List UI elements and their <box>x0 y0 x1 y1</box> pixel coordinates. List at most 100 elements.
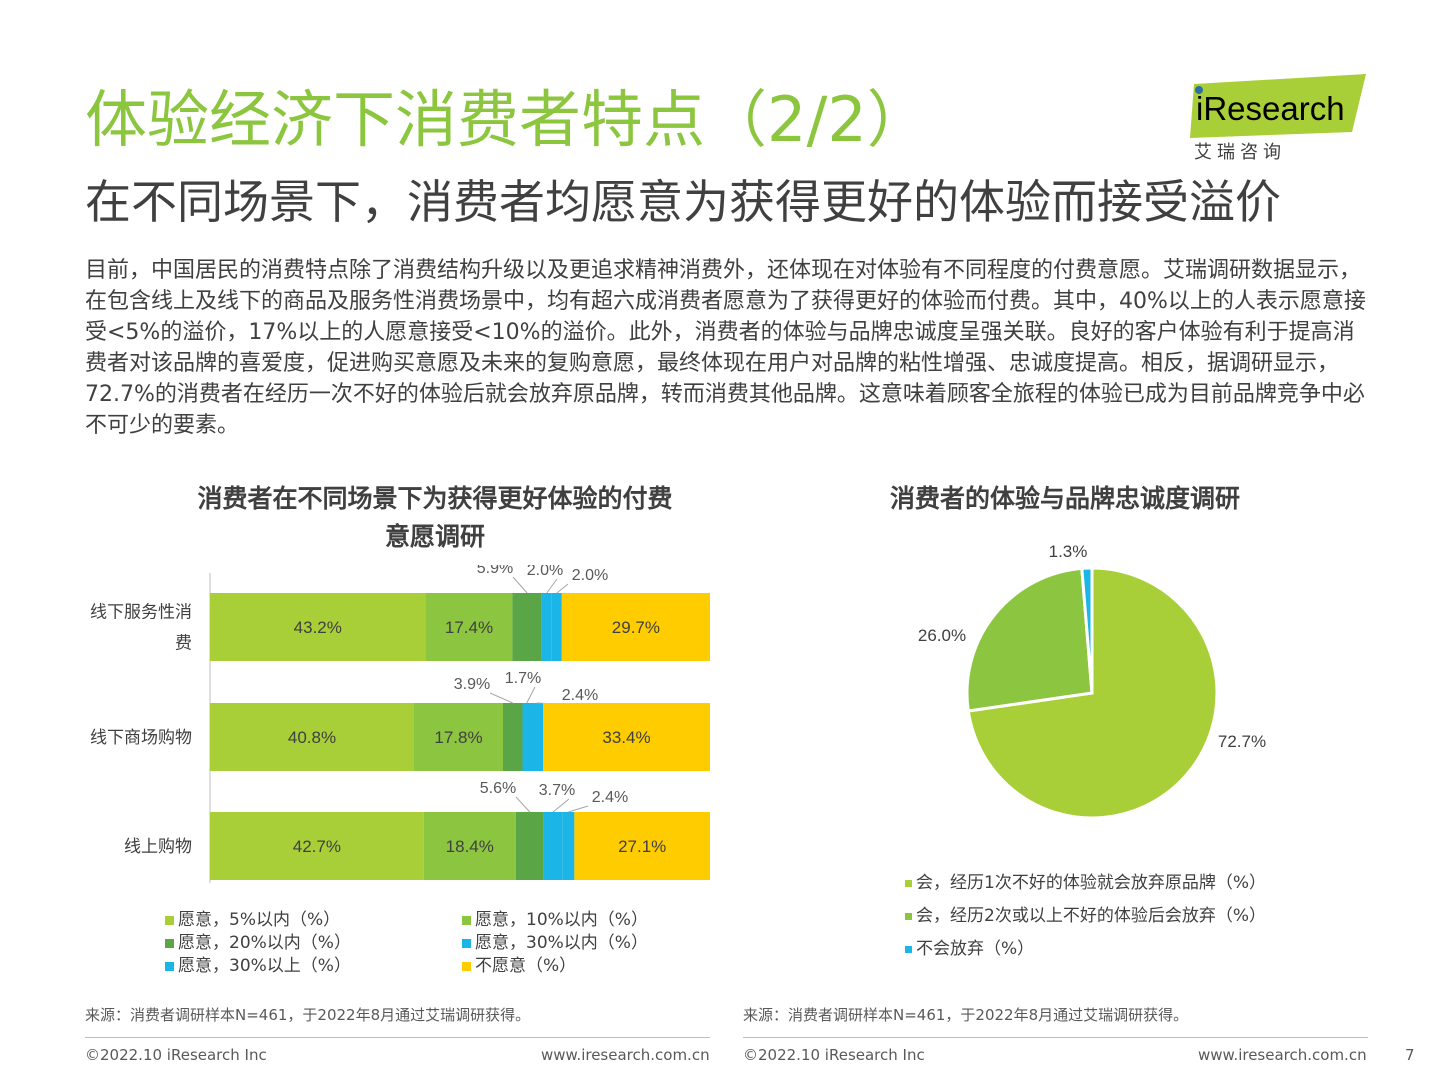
bar-segment <box>414 703 503 771</box>
category-label: 费 <box>175 634 192 653</box>
footer-copyright-left: ©2022.10 iResearch Inc <box>85 1046 267 1064</box>
data-label: 5.6% <box>480 780 516 797</box>
bar-segment <box>562 812 575 880</box>
category-label: 线下服务性消 <box>90 603 192 622</box>
pie-chart: 72.7% 26.0% 1.3% <box>918 542 1266 820</box>
legend-item-p3: 不会放弃（%） <box>905 934 1034 959</box>
page-title: 体验经济下消费者特点（2/2） <box>85 83 929 156</box>
legend-label: 会，经历2次或以上不好的体验后会放弃（%） <box>916 906 1266 926</box>
bar-segment <box>551 593 562 661</box>
data-label: 2.0% <box>527 565 563 579</box>
leader-line <box>568 805 589 813</box>
data-label: 17.4% <box>445 618 493 637</box>
leader-line <box>515 796 531 813</box>
source-note-right: 来源：消费者调研样本N=461，于2022年8月通过艾瑞调研获得。 <box>743 1006 1189 1024</box>
leader-line <box>552 798 570 813</box>
page-subtitle: 在不同场景下，消费者均愿意为获得更好的体验而接受溢价 <box>85 175 1281 229</box>
legend-item-s3: 愿意，20%以内（%） <box>165 928 351 953</box>
data-label: 1.7% <box>505 670 541 687</box>
legend-label: 会，经历1次不好的体验就会放弃原品牌（%） <box>916 873 1266 893</box>
legend-label: 不会放弃（%） <box>916 939 1035 959</box>
leader-line <box>556 583 569 594</box>
data-label: 2.4% <box>562 687 598 704</box>
slice-label: 1.3% <box>1049 542 1088 561</box>
logo-graphic: iResearch 艾 瑞 咨 询 <box>1190 74 1366 162</box>
data-label: 27.1% <box>618 837 666 856</box>
source-note-left: 来源：消费者调研样本N=461，于2022年8月通过艾瑞调研获得。 <box>85 1006 531 1024</box>
data-label: 40.8% <box>288 728 336 747</box>
footer-divider-right <box>743 1037 1368 1038</box>
data-label: 42.7% <box>293 837 341 856</box>
bar-chart-title-line1: 消费者在不同场景下为获得更好体验的付费 <box>197 484 673 513</box>
data-label: 3.9% <box>454 676 490 693</box>
legend-swatch <box>165 938 174 948</box>
legend-swatch <box>905 912 912 920</box>
footer-url-left: www.iresearch.com.cn <box>541 1046 710 1064</box>
bar-segment <box>543 703 710 771</box>
legend-swatch <box>462 961 471 971</box>
legend-item-s1: 愿意，5%以内（%） <box>165 905 340 930</box>
bar-chart-legend: 愿意，5%以内（%） 愿意，10%以内（%） 愿意，20%以内（%） 愿意，30… <box>165 905 725 980</box>
bar-segment <box>543 812 563 880</box>
legend-item-s6: 不愿意（%） <box>462 951 576 976</box>
leader-line <box>512 576 528 594</box>
legend-label: 愿意，20%以内（%） <box>178 933 351 953</box>
footer-url-right: www.iresearch.com.cn <box>1198 1046 1367 1064</box>
legend-swatch <box>905 945 912 953</box>
bar-chart-title-line2: 意愿调研 <box>384 522 485 551</box>
legend-swatch <box>462 915 471 925</box>
legend-label: 愿意，30%以内（%） <box>475 933 648 953</box>
legend-label: 愿意，30%以上（%） <box>178 956 351 976</box>
leader-line <box>546 578 558 594</box>
legend-swatch <box>165 961 174 971</box>
bar-segment <box>522 703 531 771</box>
bar-chart-title: 消费者在不同场景下为获得更好体验的付费 意愿调研 <box>130 480 740 556</box>
footer-divider-left <box>85 1037 710 1038</box>
footer-copyright-right: ©2022.10 iResearch Inc <box>743 1046 925 1064</box>
data-label: 17.8% <box>434 728 482 747</box>
legend-item-s5: 愿意，30%以上（%） <box>165 951 351 976</box>
bar-segment <box>210 812 424 880</box>
legend-swatch <box>165 915 174 925</box>
pie-chart-title: 消费者的体验与品牌忠诚度调研 <box>889 484 1240 513</box>
bar-segment <box>210 703 414 771</box>
legend-label: 愿意，10%以内（%） <box>475 910 648 930</box>
category-label: 线下商场购物 <box>90 728 192 747</box>
bar-segment <box>425 593 513 661</box>
body-paragraph: 目前，中国居民的消费特点除了消费结构升级以及更追求精神消费外，还体现在对体验有不… <box>85 258 1366 438</box>
bar-segment <box>531 703 543 771</box>
slice-label: 72.7% <box>1218 732 1266 751</box>
data-label: 29.7% <box>612 618 660 637</box>
leader-line <box>526 686 536 704</box>
logo-tagline: 艾 瑞 咨 询 <box>1194 142 1281 162</box>
leader-line <box>489 692 513 704</box>
legend-item-p2: 会，经历2次或以上不好的体验后会放弃（%） <box>905 901 1266 926</box>
bar-segment <box>515 812 544 880</box>
legend-item-p1: 会，经历1次不好的体验就会放弃原品牌（%） <box>905 868 1266 893</box>
pie-slice <box>1080 566 1094 694</box>
logo-wordmark: iResearch <box>1196 90 1345 127</box>
data-label: 5.9% <box>477 565 513 577</box>
pie-slice <box>965 566 1094 713</box>
bar-segment <box>423 812 516 880</box>
legend-item-s2: 愿意，10%以内（%） <box>462 905 648 930</box>
page-number: 7 <box>1405 1046 1415 1064</box>
bar-segment <box>210 593 426 661</box>
iresearch-logo: iResearch 艾 瑞 咨 询 <box>1190 74 1368 164</box>
data-label: 2.0% <box>572 567 608 584</box>
bar-segment <box>503 703 523 771</box>
legend-swatch <box>462 938 471 948</box>
data-label: 18.4% <box>446 837 494 856</box>
data-label: 43.2% <box>294 618 342 637</box>
bar-segment <box>574 812 710 880</box>
logo-parallelogram <box>1190 74 1366 138</box>
data-label: 3.7% <box>539 782 575 799</box>
pie-chart-legend: 会，经历1次不好的体验就会放弃原品牌（%） 会，经历2次或以上不好的体验后会放弃… <box>905 868 1365 968</box>
legend-label: 不愿意（%） <box>475 956 577 976</box>
data-label: 33.4% <box>602 728 650 747</box>
legend-label: 愿意，5%以内（%） <box>178 910 341 930</box>
bar-segment <box>561 593 710 661</box>
legend-swatch <box>905 879 912 887</box>
bar-segment <box>512 593 542 661</box>
